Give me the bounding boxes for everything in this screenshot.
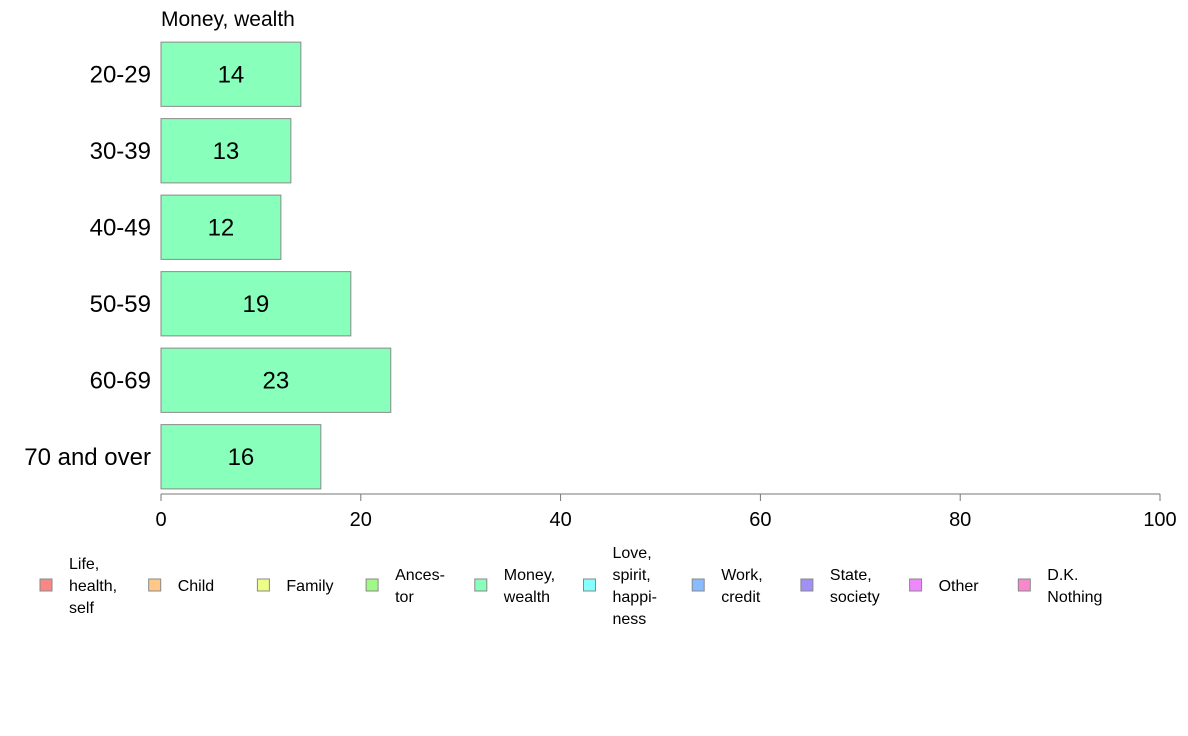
legend-label-6: Work, credit	[721, 567, 762, 606]
legend-swatch-9	[1017, 578, 1031, 592]
x-tick-label-0: 0	[155, 509, 166, 531]
bar-2	[160, 194, 282, 260]
value-label-5: 16	[228, 444, 255, 471]
category-label-4: 60-69	[90, 367, 151, 394]
value-label-2: 12	[208, 214, 235, 241]
legend-swatch-2	[256, 578, 270, 592]
category-label-5: 70 and over	[24, 444, 151, 471]
legend-label-0: Life, health, self	[69, 556, 117, 617]
legend-label-2: Family	[286, 578, 333, 595]
value-label-3: 19	[243, 291, 270, 318]
legend-label-9: D.K. Nothing	[1047, 567, 1102, 606]
x-tick-label-2: 40	[549, 509, 571, 531]
bar-3	[160, 271, 352, 337]
x-tick-label-5: 100	[1143, 509, 1176, 531]
x-tick-label-3: 60	[749, 509, 771, 531]
legend-swatch-8	[909, 578, 923, 592]
x-tick-label-1: 20	[350, 509, 372, 531]
x-axis: 0 20 40 60 80 100	[155, 493, 1177, 531]
category-label-1: 30-39	[90, 138, 151, 165]
legend-label-1: Child	[178, 578, 214, 595]
legend: Life, health, self Child Family Ances-tor Mone…	[39, 545, 1102, 628]
legend-label-4: Money, wealth	[503, 567, 555, 606]
legend-swatch-7	[800, 578, 814, 592]
bar-5	[160, 424, 322, 490]
legend-swatch-3	[365, 578, 379, 592]
legend-swatch-4	[474, 578, 488, 592]
value-label-4: 23	[263, 367, 290, 394]
x-tick-label-4: 80	[949, 509, 971, 531]
legend-label-7: State, society	[830, 567, 880, 606]
category-label-3: 50-59	[90, 291, 151, 318]
category-label-2: 40-49	[90, 214, 151, 241]
bar-4	[160, 347, 392, 413]
bar-0	[160, 41, 302, 107]
legend-swatch-5	[583, 578, 596, 592]
legend-label-3: Ances-tor	[395, 567, 445, 606]
legend-label-8: Other	[939, 578, 980, 595]
legend-swatch-1	[148, 578, 162, 592]
legend-swatch-6	[691, 578, 705, 592]
value-label-1: 13	[213, 138, 240, 165]
bar-1	[160, 118, 292, 184]
category-label-0: 20-29	[90, 61, 151, 88]
chart-title: Money, wealth	[161, 8, 295, 31]
bars: 14 20-29 13 30-39 12 40-49 19 50-59 23 60-69 16 70 …	[24, 41, 392, 490]
legend-swatch-0	[39, 578, 53, 592]
legend-label-5: Love, spirit, happi-ness	[613, 545, 657, 628]
value-label-0: 14	[218, 61, 245, 88]
